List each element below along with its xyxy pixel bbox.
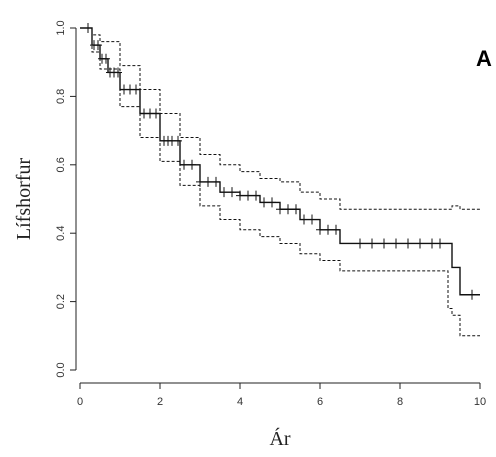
censor-mark-36 xyxy=(324,224,332,235)
y-tick-label-5: 1.0 xyxy=(55,20,67,35)
x-tick-label-0: 0 xyxy=(77,396,83,408)
series-upper-ci xyxy=(80,27,480,210)
censor-mark-21 xyxy=(204,176,212,187)
censor-mark-42 xyxy=(404,238,412,249)
x-tick-label-3: 6 xyxy=(317,396,323,408)
y-axis-ticks: 0.0 0.2 0.4 0.6 0.8 1.0 xyxy=(55,20,76,378)
x-tick-label-2: 4 xyxy=(237,396,243,408)
x-axis-label: Ár xyxy=(269,427,290,450)
censor-mark-22 xyxy=(212,176,220,187)
y-tick-label-4: 0.8 xyxy=(55,89,67,104)
y-tick-label-1: 0.2 xyxy=(55,294,67,309)
censor-mark-46 xyxy=(468,289,476,300)
censor-mark-23 xyxy=(220,187,228,198)
series-lower-ci xyxy=(80,27,480,337)
censor-mark-25 xyxy=(236,190,244,201)
censor-mark-10 xyxy=(132,84,140,95)
panel-label: A xyxy=(476,46,492,71)
x-tick-label-5: 10 xyxy=(474,396,486,408)
censor-mark-32 xyxy=(292,204,300,215)
censor-mark-17 xyxy=(174,135,182,146)
censor-mark-34 xyxy=(308,214,316,225)
censor-mark-4 xyxy=(102,53,110,64)
censor-mark-18 xyxy=(180,159,188,170)
x-axis-ticks: 0 2 4 6 8 10 xyxy=(77,383,486,408)
y-tick-label-0: 0.0 xyxy=(55,362,67,377)
y-tick-label-3: 0.6 xyxy=(55,157,67,172)
censor-mark-29 xyxy=(268,197,276,208)
x-tick-label-4: 8 xyxy=(397,396,403,408)
censor-mark-43 xyxy=(416,238,424,249)
censor-mark-41 xyxy=(392,238,400,249)
censor-mark-38 xyxy=(356,238,364,249)
series-layer xyxy=(80,27,480,337)
y-axis-label: Lífshorfur xyxy=(13,158,35,241)
censor-mark-30 xyxy=(276,204,284,215)
censor-mark-44 xyxy=(428,238,436,249)
censor-mark-39 xyxy=(368,238,376,249)
censor-mark-13 xyxy=(152,108,160,119)
censor-mark-33 xyxy=(300,214,308,225)
censor-mark-45 xyxy=(436,238,444,249)
censor-mark-26 xyxy=(244,190,252,201)
censor-mark-2 xyxy=(94,40,102,51)
censor-mark-24 xyxy=(228,187,236,198)
censor-mark-19 xyxy=(188,159,196,170)
censor-mark-0 xyxy=(84,23,92,33)
censor-mark-31 xyxy=(284,204,292,215)
censor-mark-27 xyxy=(252,190,260,201)
censor-mark-40 xyxy=(380,238,388,249)
y-tick-label-2: 0.4 xyxy=(55,226,67,241)
censor-mark-35 xyxy=(316,224,324,235)
panel-frame xyxy=(75,28,480,384)
x-tick-label-1: 2 xyxy=(157,396,163,408)
censor-mark-28 xyxy=(260,197,268,208)
censor-mark-7 xyxy=(114,67,122,78)
censor-mark-37 xyxy=(332,224,340,235)
censor-mark-20 xyxy=(196,176,204,187)
censor-marks xyxy=(84,23,476,300)
